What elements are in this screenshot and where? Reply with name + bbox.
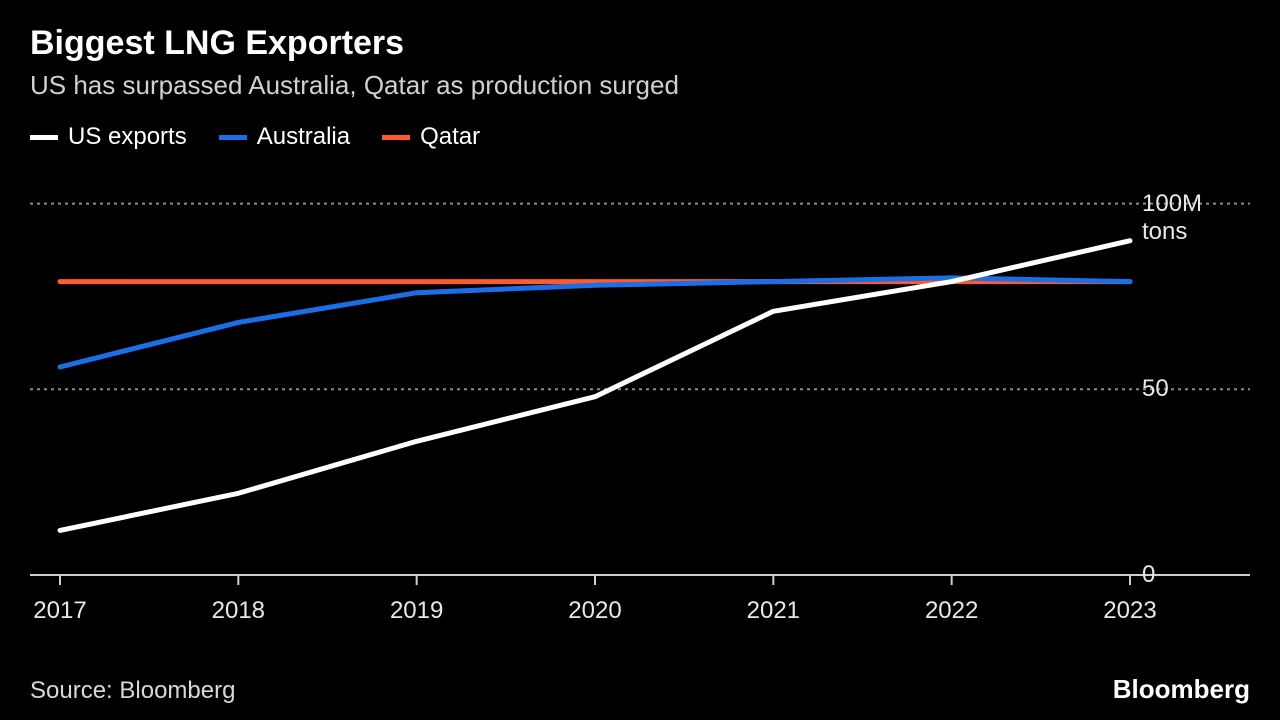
x-label-2023: 2023 (1103, 597, 1156, 625)
source-text: Source: Bloomberg (30, 677, 235, 705)
legend-item-qatar: Qatar (382, 123, 480, 151)
chart-container: Biggest LNG Exporters US has surpassed A… (0, 0, 1280, 720)
chart-subtitle: US has surpassed Australia, Qatar as pro… (30, 70, 1250, 101)
brand-text: Bloomberg (1113, 674, 1250, 705)
x-label-2021: 2021 (747, 597, 800, 625)
legend-swatch-qatar (382, 135, 410, 140)
legend-swatch-australia (219, 135, 247, 140)
x-label-2018: 2018 (212, 597, 265, 625)
x-label-2022: 2022 (925, 597, 978, 625)
x-label-2017: 2017 (33, 597, 86, 625)
chart-title: Biggest LNG Exporters (30, 25, 1250, 62)
legend-swatch-us (30, 135, 58, 140)
legend-item-australia: Australia (219, 123, 350, 151)
x-label-2019: 2019 (390, 597, 443, 625)
legend: US exports Australia Qatar (30, 123, 1250, 151)
y-label-0: 0 (1142, 561, 1155, 589)
plot-area: 100M tons 50 0 2017 2018 2019 2020 2021 … (30, 175, 1250, 625)
x-label-2020: 2020 (568, 597, 621, 625)
legend-label-australia: Australia (257, 123, 350, 151)
legend-label-qatar: Qatar (420, 123, 480, 151)
legend-item-us: US exports (30, 123, 187, 151)
plot-svg (30, 175, 1250, 645)
y-label-50: 50 (1142, 375, 1169, 403)
x-ticks (60, 575, 1130, 585)
series-line-australia (60, 278, 1130, 367)
y-label-100: 100M tons (1142, 190, 1250, 246)
legend-label-us: US exports (68, 123, 187, 151)
